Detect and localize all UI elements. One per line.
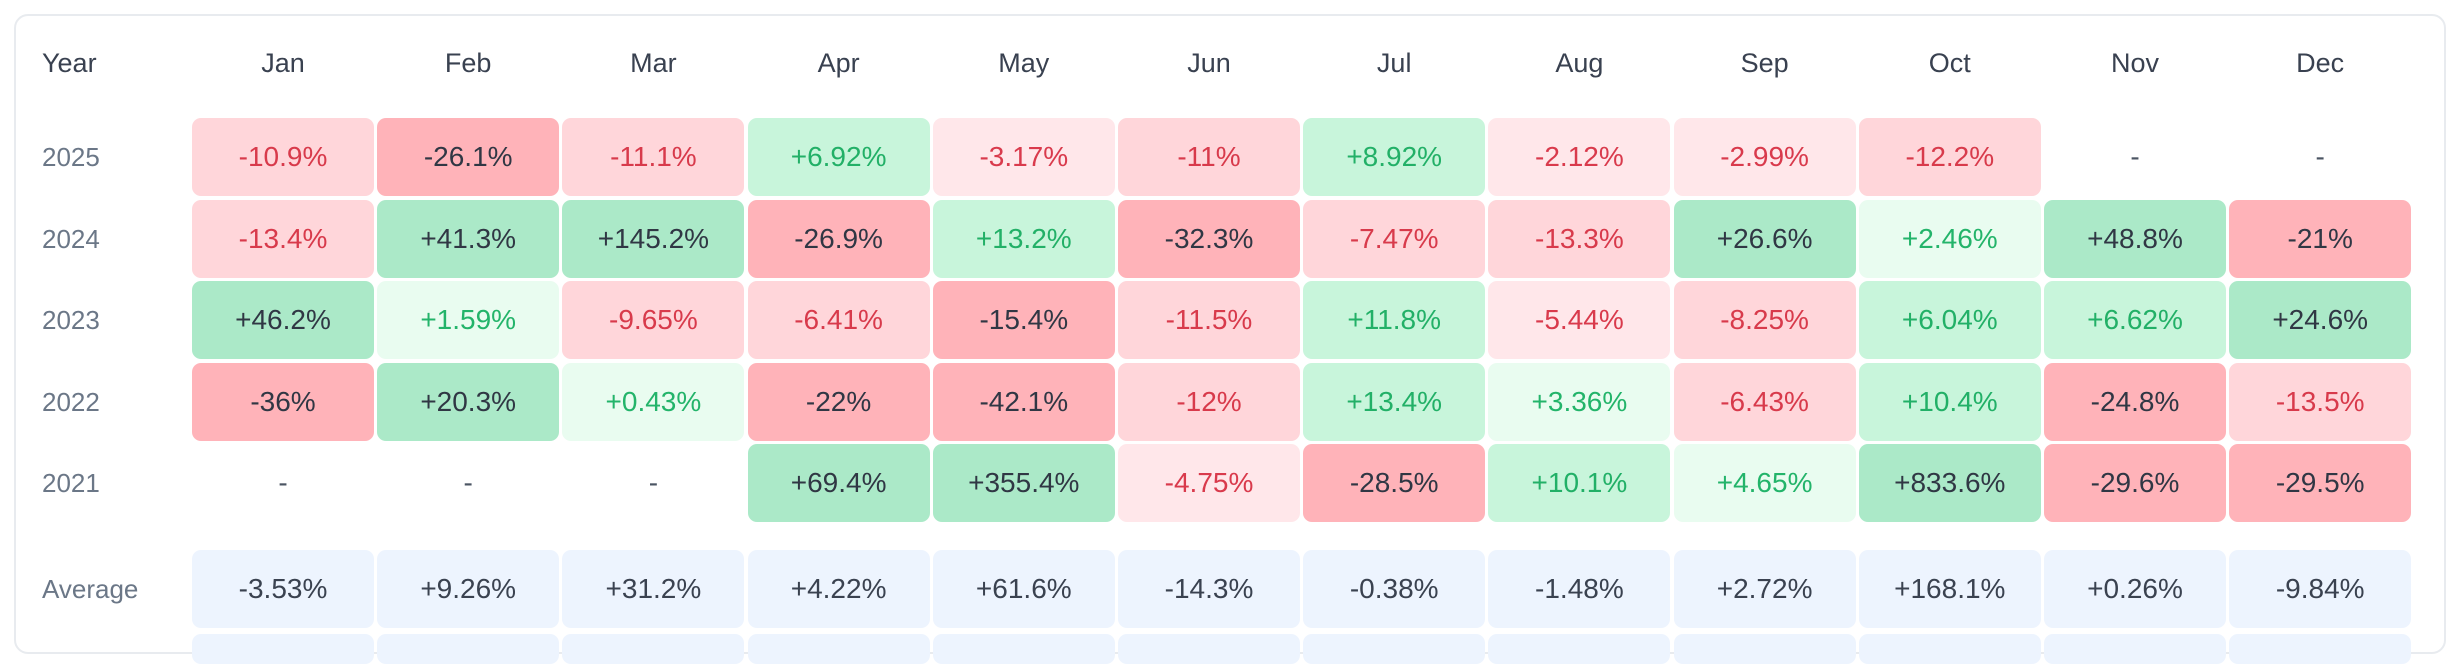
return-cell-2023-jul[interactable]: +11.8%: [1303, 281, 1486, 360]
average-cell-apr: +4.22%: [747, 550, 930, 628]
year-column-header: Year: [42, 48, 97, 78]
return-cell-2025-jul[interactable]: +8.92%: [1303, 118, 1486, 196]
return-cell-2022-oct[interactable]: +10.4%: [1858, 362, 2041, 441]
return-cell-2025-sep[interactable]: -2.99%: [1673, 118, 1856, 196]
return-cell-2023-sep[interactable]: -8.25%: [1673, 281, 1856, 360]
return-cell-2024-nov[interactable]: +48.8%: [2044, 199, 2226, 278]
month-header-jul[interactable]: Jul: [1376, 48, 1412, 78]
return-cell-2021-jul[interactable]: -28.5%: [1303, 444, 1486, 523]
return-cell-2022-mar[interactable]: +0.43%: [562, 362, 745, 441]
return-cell-2021-may[interactable]: +355.4%: [932, 444, 1115, 523]
return-cell-2022-aug[interactable]: +3.36%: [1488, 362, 1671, 441]
return-cell-2021-oct[interactable]: +833.6%: [1858, 444, 2041, 523]
return-cell-2024-dec[interactable]: -21%: [2229, 199, 2412, 278]
return-cell-2022-sep[interactable]: -6.43%: [1673, 362, 1856, 441]
table-header-row: Year Jan Feb Mar Apr May Jun Jul Aug Sep Oct Nov De…: [16, 16, 2444, 110]
average-cell-aug: -1.48%: [1488, 550, 1671, 628]
return-cell-2025-apr[interactable]: +6.92%: [747, 118, 930, 196]
average-cell-jul: -0.38%: [1303, 550, 1486, 628]
return-cell-2024-aug[interactable]: -13.3%: [1488, 199, 1671, 278]
average-cell-sep: +2.72%: [1673, 550, 1856, 628]
return-cell-2024-jul[interactable]: -7.47%: [1303, 199, 1486, 278]
return-cell-2021-apr[interactable]: +69.4%: [747, 444, 930, 523]
return-cell-2021-mar: -: [648, 467, 659, 499]
month-header-may[interactable]: May: [998, 48, 1050, 78]
return-cell-2024-oct[interactable]: +2.46%: [1858, 199, 2041, 278]
return-cell-2025-aug[interactable]: -2.12%: [1488, 118, 1671, 196]
return-cell-2024-feb[interactable]: +41.3%: [377, 199, 560, 278]
average-cell-dec: -9.84%: [2229, 550, 2412, 628]
year-label-2024: 2024: [42, 223, 100, 254]
return-cell-2023-mar[interactable]: -9.65%: [562, 281, 745, 360]
month-header-feb[interactable]: Feb: [444, 48, 492, 78]
return-cell-2023-jan[interactable]: +46.2%: [192, 281, 374, 360]
year-label-2021: 2021: [42, 468, 100, 499]
return-cell-2025-nov: -: [2130, 141, 2140, 172]
month-header-mar[interactable]: Mar: [630, 48, 677, 78]
return-cell-2023-apr[interactable]: -6.41%: [747, 281, 930, 360]
return-cell-2024-mar[interactable]: +145.2%: [562, 199, 745, 278]
average-label: Average: [42, 574, 139, 604]
return-cell-2022-jun[interactable]: -12%: [1118, 362, 1300, 441]
return-cell-2022-feb[interactable]: +20.3%: [377, 362, 560, 441]
return-cell-2024-apr[interactable]: -26.9%: [747, 199, 930, 278]
return-cell-2021-feb: -: [463, 467, 473, 499]
average-cell-feb: +9.26%: [377, 550, 560, 628]
month-header-jun[interactable]: Jun: [1187, 48, 1231, 78]
return-cell-2021-nov[interactable]: -29.6%: [2044, 444, 2226, 523]
return-cell-2023-may[interactable]: -15.4%: [932, 281, 1115, 360]
return-cell-2022-nov[interactable]: -24.8%: [2044, 362, 2226, 441]
return-cell-2025-jan[interactable]: -10.9%: [192, 118, 374, 196]
return-cell-2022-jan[interactable]: -36%: [192, 362, 374, 441]
return-cell-2022-may[interactable]: -42.1%: [932, 362, 1115, 441]
year-label-2022: 2022: [42, 386, 100, 417]
return-cell-2025-dec: -: [2315, 141, 2325, 172]
month-header-apr[interactable]: Apr: [817, 48, 860, 78]
year-label-2023: 2023: [42, 305, 100, 336]
return-cell-2023-aug[interactable]: -5.44%: [1488, 281, 1671, 360]
return-cell-2021-dec[interactable]: -29.5%: [2229, 444, 2412, 523]
return-cell-2023-feb[interactable]: +1.59%: [377, 281, 560, 360]
month-header-aug[interactable]: Aug: [1555, 48, 1604, 78]
return-cell-2023-jun[interactable]: -11.5%: [1118, 281, 1300, 360]
return-cell-2024-jun[interactable]: -32.3%: [1118, 199, 1300, 278]
average-cell-mar: +31.2%: [562, 550, 745, 628]
year-label-2025: 2025: [42, 142, 100, 172]
return-cell-2025-may[interactable]: -3.17%: [932, 118, 1115, 196]
return-cell-2024-jan[interactable]: -13.4%: [192, 199, 374, 278]
return-cell-2021-jan: -: [278, 467, 288, 499]
return-cell-2024-sep[interactable]: +26.6%: [1673, 199, 1856, 278]
return-cell-2021-aug[interactable]: +10.1%: [1488, 444, 1671, 523]
return-cell-2023-oct[interactable]: +6.04%: [1858, 281, 2041, 360]
return-cell-2024-may[interactable]: +13.2%: [932, 199, 1115, 278]
return-cell-2022-jul[interactable]: +13.4%: [1303, 362, 1486, 441]
return-cell-2023-dec[interactable]: +24.6%: [2229, 281, 2412, 360]
return-cell-2025-feb[interactable]: -26.1%: [377, 118, 560, 196]
return-cell-2023-nov[interactable]: +6.62%: [2044, 281, 2226, 360]
month-header-sep[interactable]: Sep: [1740, 48, 1789, 78]
month-header-dec[interactable]: Dec: [2296, 48, 2345, 78]
average-cell-jun: -14.3%: [1118, 550, 1300, 628]
return-cell-2022-apr[interactable]: -22%: [747, 362, 930, 441]
month-header-oct[interactable]: Oct: [1928, 48, 1971, 78]
monthly-returns-card: Year Jan Feb Mar Apr May Jun Jul Aug Sep Oct Nov De…: [14, 14, 2446, 664]
average-cell-may: +61.6%: [932, 550, 1115, 628]
return-cell-2025-jun[interactable]: -11%: [1118, 118, 1300, 196]
return-cell-2025-mar[interactable]: -11.1%: [562, 118, 745, 196]
month-header-jan[interactable]: Jan: [261, 48, 305, 78]
return-cell-2021-sep[interactable]: +4.65%: [1673, 444, 1856, 523]
average-cell-jan: -3.53%: [192, 550, 374, 628]
month-header-nov[interactable]: Nov: [2110, 48, 2159, 78]
average-cell-oct: +168.1%: [1858, 550, 2041, 628]
return-cell-2022-dec[interactable]: -13.5%: [2229, 362, 2412, 441]
return-cell-2025-oct[interactable]: -12.2%: [1858, 118, 2041, 196]
return-cell-2021-jun[interactable]: -4.75%: [1118, 444, 1300, 523]
average-cell-nov: +0.26%: [2044, 550, 2226, 628]
